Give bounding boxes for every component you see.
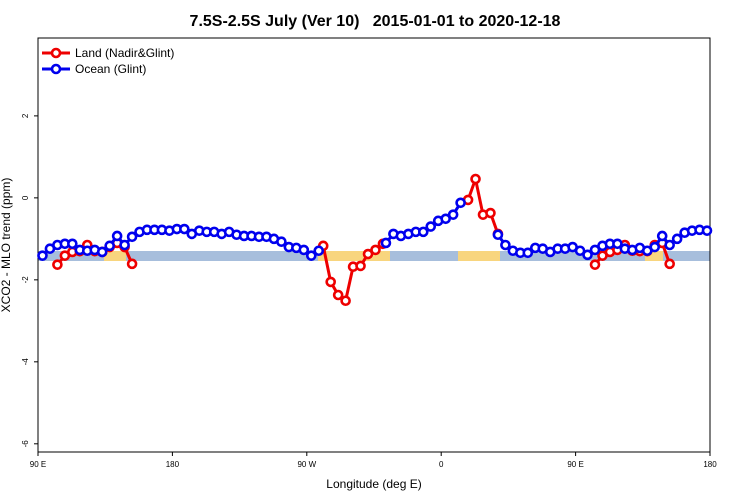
point [470,173,481,185]
point [589,259,601,270]
point [664,239,675,251]
point [332,289,344,301]
point [325,276,336,288]
land-band [104,251,126,261]
point [701,225,713,236]
point [126,258,138,270]
point [276,236,287,248]
legend-marker [50,63,62,75]
point [522,247,534,259]
point [305,250,317,261]
point [126,231,138,243]
legend: Land (Nadir&Glint) Ocean (Glint) [42,46,174,76]
point [589,244,601,256]
point [612,238,623,250]
point [582,249,593,261]
point [67,238,78,250]
y-tick-label: -6 [21,440,30,448]
point [485,207,496,219]
point [37,250,48,261]
point [455,197,466,209]
point [370,244,381,256]
point [664,258,675,270]
legend-label: Ocean (Glint) [75,62,146,76]
plot-frame [37,37,711,453]
point [119,239,130,251]
x-tick-label: 180 [166,460,180,469]
surface-band [38,251,710,261]
x-tick-label: 90 E [30,460,46,469]
y-tick-label: -2 [21,276,30,284]
land-band [645,251,663,261]
point [340,295,351,307]
legend-marker [50,47,62,59]
y-tick-label: 0 [21,195,30,200]
y-tick-label: 2 [21,113,30,118]
point [425,221,437,232]
point [440,213,451,225]
point [492,229,504,241]
point [298,244,310,256]
land-band [318,251,390,261]
point [313,245,325,257]
y-tick-label: -4 [21,358,30,366]
series [37,197,713,261]
point [362,248,374,260]
x-tick-label: 90 E [567,460,583,469]
point [649,241,661,253]
point [52,259,63,270]
point [355,260,366,272]
point [656,230,668,242]
x-tick-label: 180 [703,460,717,469]
point [417,226,429,238]
land-band [458,251,500,261]
point [574,245,586,257]
x-tick-label: 0 [439,460,444,469]
point [447,209,459,220]
point [500,239,511,251]
legend-label: Land (Nadir&Glint) [75,46,174,60]
point [179,223,190,235]
x-tick-label: 90 W [297,460,316,469]
point [96,246,108,258]
point [104,240,115,252]
x-axis-label: Longitude (deg E) [326,477,421,491]
point [111,230,123,242]
chart-title: 7.5S-2.5S July (Ver 10) 2015-01-01 to 20… [190,13,561,30]
point [380,237,392,249]
y-axis-label: XCO2 - MLO trend (ppm) [0,178,13,313]
point [671,233,683,245]
